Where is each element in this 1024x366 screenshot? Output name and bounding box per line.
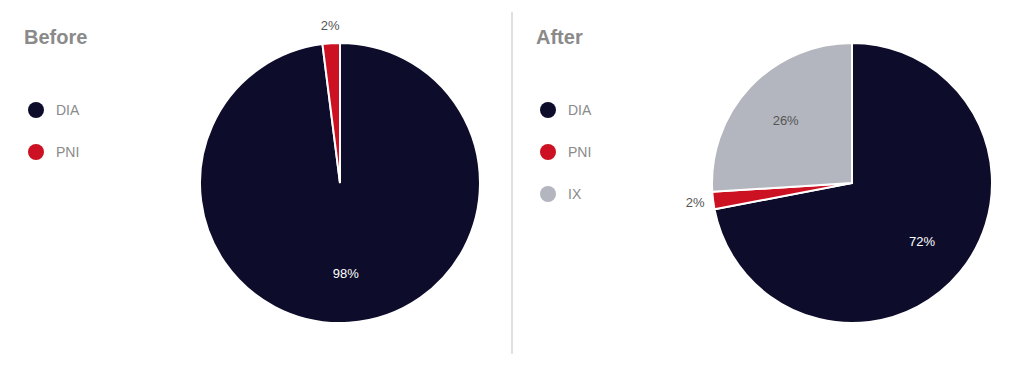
data-labels: 72% 2% 26% bbox=[686, 113, 936, 248]
pie-slice bbox=[712, 43, 852, 192]
legend-label: PNI bbox=[56, 144, 79, 160]
legend-item: PNI bbox=[540, 144, 591, 160]
legend-item: DIA bbox=[28, 102, 80, 118]
slices bbox=[200, 43, 480, 323]
pie-slice bbox=[200, 43, 480, 323]
pie: 72% 2% 26% bbox=[686, 43, 992, 323]
pie-panel: Before DIA PNI 98% 2% bbox=[24, 18, 480, 323]
data-label: 2% bbox=[686, 195, 705, 210]
legend-item: DIA bbox=[540, 102, 592, 118]
legend: DIA PNI bbox=[28, 102, 80, 160]
legend-swatch bbox=[540, 186, 556, 202]
data-label: 26% bbox=[773, 113, 799, 128]
legend-swatch bbox=[28, 144, 44, 160]
divider bbox=[511, 12, 512, 354]
chart-root: Before DIA PNI 98% 2% After DIA PNI IX 72% 2% 26% bbox=[0, 0, 1024, 366]
legend-swatch bbox=[540, 102, 556, 118]
legend-label: PNI bbox=[568, 144, 591, 160]
legend-swatch bbox=[540, 144, 556, 160]
data-labels: 98% 2% bbox=[321, 18, 359, 282]
legend-item: PNI bbox=[28, 144, 79, 160]
legend-label: IX bbox=[568, 186, 582, 202]
pie-slice bbox=[322, 43, 340, 183]
legend-item: IX bbox=[540, 186, 582, 202]
legend-label: DIA bbox=[568, 102, 592, 118]
data-label: 72% bbox=[909, 234, 935, 249]
legend-swatch bbox=[28, 102, 44, 118]
legend: DIA PNI IX bbox=[540, 102, 592, 202]
pie-panel: After DIA PNI IX 72% 2% 26% bbox=[536, 26, 992, 323]
data-label: 2% bbox=[321, 18, 340, 33]
chart-title: Before bbox=[24, 26, 87, 48]
pie: 98% 2% bbox=[200, 18, 480, 323]
data-label: 98% bbox=[333, 266, 359, 281]
legend-label: DIA bbox=[56, 102, 80, 118]
chart-title: After bbox=[536, 26, 583, 48]
slices bbox=[712, 43, 992, 323]
